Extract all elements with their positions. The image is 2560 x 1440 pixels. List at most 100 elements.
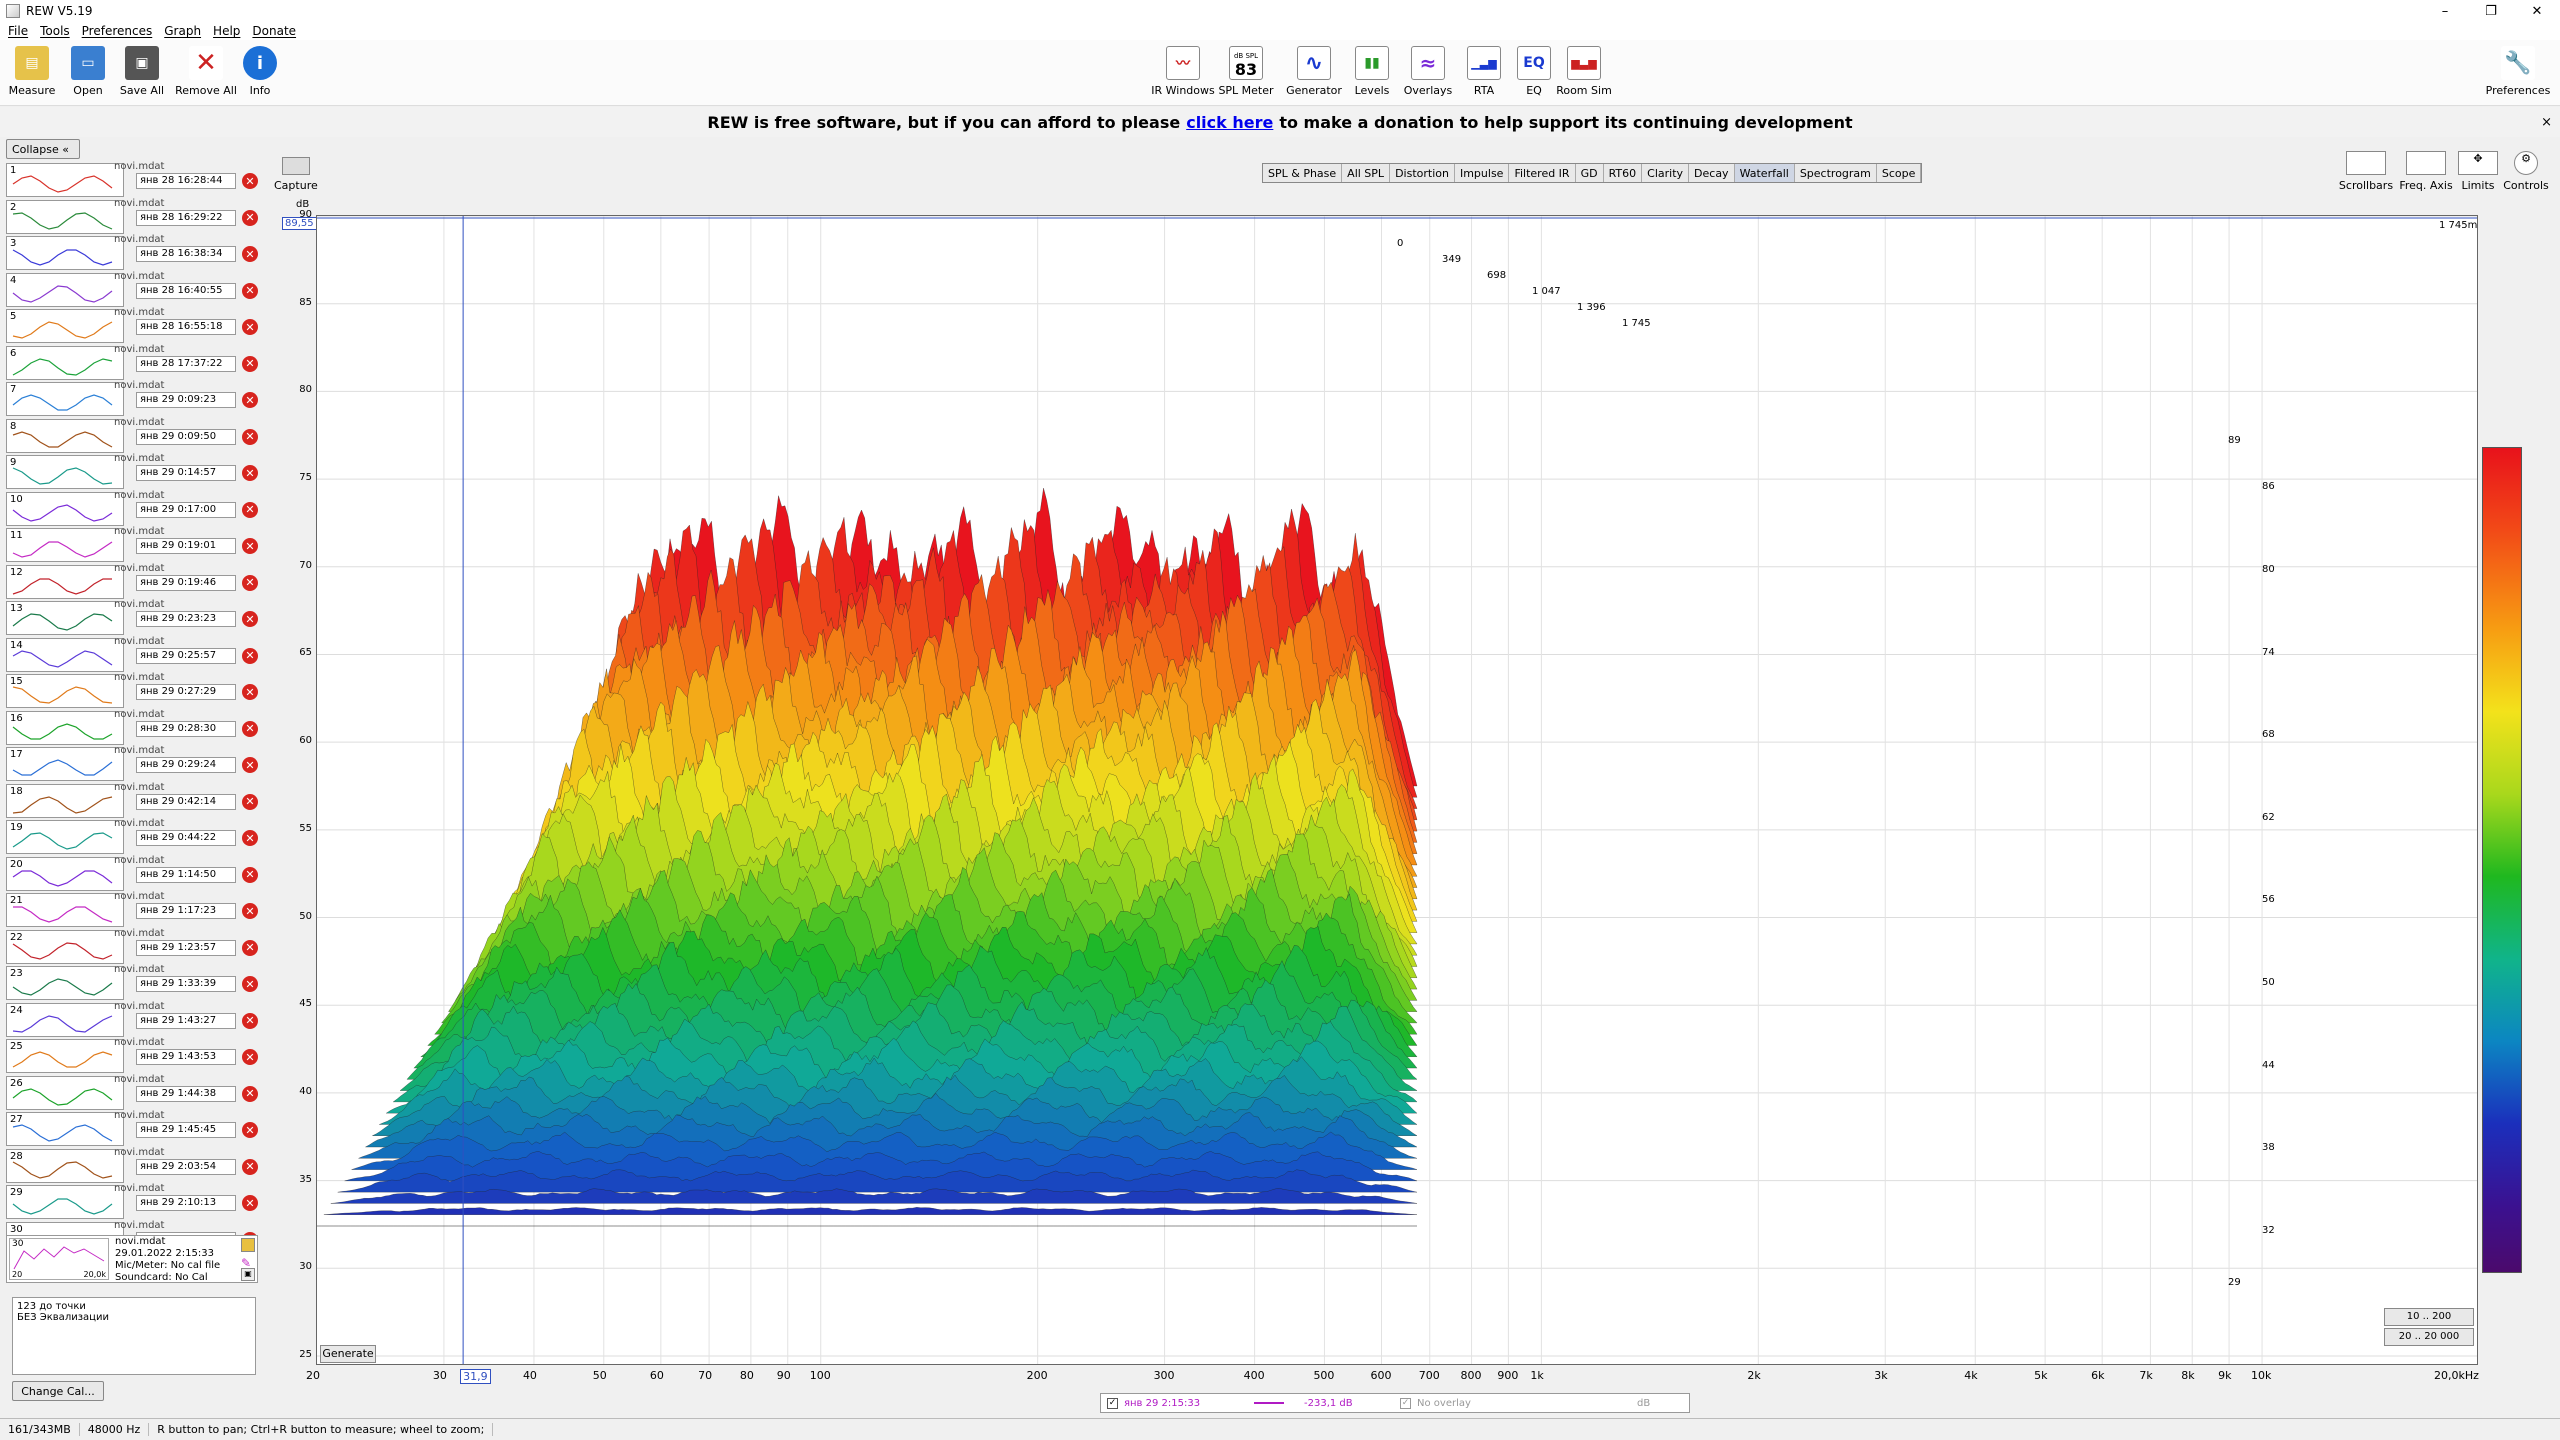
range-10-200-button[interactable]: 10 .. 200 bbox=[2384, 1308, 2474, 1326]
measurement-thumbnail[interactable]: 23 bbox=[6, 966, 124, 1000]
measurement-thumbnail[interactable]: 6 bbox=[6, 345, 124, 380]
measurement-date-field[interactable]: янв 29 0:23:23 bbox=[136, 611, 236, 627]
measurement-thumbnail[interactable]: 9 bbox=[6, 455, 124, 489]
rta-button[interactable]: ▁▃▆ RTA bbox=[1454, 46, 1514, 102]
measurement-thumbnail[interactable]: 28 bbox=[6, 1148, 124, 1183]
delete-measurement-icon[interactable]: ✕ bbox=[242, 246, 258, 262]
measurement-thumbnail[interactable]: 4 bbox=[6, 272, 124, 307]
delete-measurement-icon[interactable]: ✕ bbox=[242, 574, 258, 591]
open-button[interactable]: ▭ Open bbox=[58, 46, 118, 102]
delete-measurement-icon[interactable]: ✕ bbox=[242, 392, 258, 408]
measurement-thumbnail[interactable]: 20 bbox=[6, 856, 124, 891]
measurement-row[interactable]: 18 novi.mdat янв 29 0:42:14 ✕ bbox=[6, 782, 258, 820]
measurement-thumbnail[interactable]: 27 bbox=[6, 1112, 124, 1146]
capture-button[interactable]: Capture bbox=[274, 157, 318, 192]
measurement-row[interactable]: 27 novi.mdat янв 29 1:45:45 ✕ bbox=[6, 1110, 258, 1148]
measurement-date-field[interactable]: янв 29 0:19:01 bbox=[136, 538, 236, 554]
measurement-thumbnail[interactable]: 11 bbox=[6, 528, 124, 562]
tab-distortion[interactable]: Distortion bbox=[1390, 164, 1455, 182]
controls-button[interactable]: ⚙ Controls bbox=[2496, 151, 2556, 192]
menu-graph[interactable]: Graph bbox=[164, 24, 202, 38]
measurement-thumbnail[interactable]: 3 bbox=[6, 236, 124, 270]
measurement-date-field[interactable]: янв 29 0:17:00 bbox=[136, 501, 236, 518]
measurement-date-field[interactable]: янв 28 16:29:22 bbox=[136, 209, 236, 226]
measurement-thumbnail[interactable]: 17 bbox=[6, 747, 124, 781]
delete-measurement-icon[interactable]: ✕ bbox=[242, 465, 258, 481]
measurement-row[interactable]: 22 novi.mdat янв 29 1:23:57 ✕ bbox=[6, 928, 258, 966]
measurement-date-field[interactable]: янв 29 1:17:23 bbox=[136, 903, 236, 919]
remove-all-button[interactable]: ✕ Remove All bbox=[175, 46, 237, 102]
measurement-date-field[interactable]: янв 29 1:44:38 bbox=[136, 1085, 236, 1102]
measurement-row[interactable]: 9 novi.mdat янв 29 0:14:57 ✕ bbox=[6, 453, 258, 491]
delete-measurement-icon[interactable]: ✕ bbox=[242, 976, 258, 992]
tab-all-spl[interactable]: All SPL bbox=[1342, 164, 1391, 182]
delete-measurement-icon[interactable]: ✕ bbox=[242, 209, 258, 226]
measurement-date-field[interactable]: янв 29 1:45:45 bbox=[136, 1122, 236, 1138]
measurement-row[interactable]: 26 novi.mdat янв 29 1:44:38 ✕ bbox=[6, 1074, 258, 1112]
waterfall-plot[interactable]: 0 349 698 1 047 1 396 1 745 1 745ms bbox=[316, 215, 2478, 1365]
save-all-button[interactable]: ▣ Save All bbox=[112, 46, 172, 102]
measurement-row[interactable]: 3 novi.mdat янв 28 16:38:34 ✕ bbox=[6, 234, 258, 272]
measurement-row[interactable]: 19 novi.mdat янв 29 0:44:22 ✕ bbox=[6, 818, 258, 856]
measurement-thumbnail[interactable]: 29 bbox=[6, 1185, 124, 1219]
delete-measurement-icon[interactable]: ✕ bbox=[242, 282, 258, 299]
close-banner-icon[interactable]: × bbox=[2541, 114, 2552, 130]
measurement-thumbnail[interactable]: 13 bbox=[6, 601, 124, 635]
change-cal-button[interactable]: Change Cal... bbox=[12, 1381, 104, 1401]
measurement-date-field[interactable]: янв 28 16:28:44 bbox=[136, 173, 236, 189]
delete-measurement-icon[interactable]: ✕ bbox=[242, 830, 258, 846]
measurement-thumbnail[interactable]: 22 bbox=[6, 929, 124, 964]
generate-button[interactable]: Generate bbox=[320, 1345, 376, 1363]
tab-scope[interactable]: Scope bbox=[1876, 164, 1922, 182]
measurement-date-field[interactable]: янв 28 16:55:18 bbox=[136, 319, 236, 335]
measurement-row[interactable]: 12 novi.mdat янв 29 0:19:46 ✕ bbox=[6, 563, 258, 601]
delete-measurement-icon[interactable]: ✕ bbox=[242, 720, 258, 737]
tab-waterfall[interactable]: Waterfall bbox=[1734, 164, 1795, 182]
measurement-row[interactable]: 17 novi.mdat янв 29 0:29:24 ✕ bbox=[6, 745, 258, 783]
measurement-date-field[interactable]: янв 29 1:33:39 bbox=[136, 976, 236, 992]
delete-measurement-icon[interactable]: ✕ bbox=[242, 684, 258, 700]
room-sim-button[interactable]: ▆▃▆ Room Sim bbox=[1554, 46, 1614, 102]
measurement-row[interactable]: 7 novi.mdat янв 29 0:09:23 ✕ bbox=[6, 380, 258, 418]
generator-button[interactable]: ∿ Generator bbox=[1284, 46, 1344, 102]
measurement-row[interactable]: 24 novi.mdat янв 29 1:43:27 ✕ bbox=[6, 1001, 258, 1039]
range-20-20000-button[interactable]: 20 .. 20 000 bbox=[2384, 1328, 2474, 1346]
measure-button[interactable]: ▤ Measure bbox=[2, 46, 62, 102]
minimize-button[interactable]: – bbox=[2441, 3, 2449, 19]
delete-measurement-icon[interactable]: ✕ bbox=[242, 793, 258, 810]
measurement-date-field[interactable]: янв 29 0:42:14 bbox=[136, 793, 236, 810]
menu-file[interactable]: File bbox=[8, 24, 29, 38]
menu-preferences[interactable]: Preferences bbox=[81, 24, 153, 38]
measurement-thumbnail[interactable]: 16 bbox=[6, 710, 124, 745]
spl-meter-button[interactable]: dB SPL 83 SPL Meter bbox=[1216, 46, 1276, 102]
tab-decay[interactable]: Decay bbox=[1689, 164, 1735, 182]
delete-measurement-icon[interactable]: ✕ bbox=[242, 939, 258, 956]
measurement-row[interactable]: 11 novi.mdat янв 29 0:19:01 ✕ bbox=[6, 526, 258, 564]
close-button[interactable]: ✕ bbox=[2531, 3, 2543, 19]
delete-measurement-icon[interactable]: ✕ bbox=[242, 647, 258, 664]
info-button[interactable]: i Info bbox=[230, 46, 290, 102]
measurement-thumbnail[interactable]: 7 bbox=[6, 382, 124, 416]
legend-checkbox[interactable]: ✓ bbox=[1107, 1397, 1118, 1409]
delete-measurement-icon[interactable]: ✕ bbox=[242, 1085, 258, 1102]
delete-measurement-icon[interactable]: ✕ bbox=[242, 611, 258, 627]
menu-help[interactable]: Help bbox=[213, 24, 241, 38]
delete-measurement-icon[interactable]: ✕ bbox=[242, 428, 258, 445]
measurement-row[interactable]: 6 novi.mdat янв 28 17:37:22 ✕ bbox=[6, 344, 258, 382]
measurement-row[interactable]: 13 novi.mdat янв 29 0:23:23 ✕ bbox=[6, 599, 258, 637]
measurement-date-field[interactable]: янв 29 1:43:53 bbox=[136, 1049, 236, 1065]
pen-icon[interactable]: ✎ bbox=[241, 1256, 252, 1270]
measurement-thumbnail[interactable]: 19 bbox=[6, 820, 124, 854]
measurement-date-field[interactable]: янв 29 0:09:23 bbox=[136, 392, 236, 408]
measurement-row[interactable]: 28 novi.mdat янв 29 2:03:54 ✕ bbox=[6, 1147, 258, 1185]
measurement-date-field[interactable]: янв 29 2:03:54 bbox=[136, 1158, 236, 1175]
eq-button[interactable]: EQ EQ bbox=[1504, 46, 1564, 102]
measurement-row[interactable]: 23 novi.mdat янв 29 1:33:39 ✕ bbox=[6, 964, 258, 1002]
ir-windows-button[interactable]: 〰 IR Windows bbox=[1151, 46, 1215, 102]
scrollbars-button[interactable]: Scrollbars bbox=[2336, 151, 2396, 192]
delete-measurement-icon[interactable]: ✕ bbox=[242, 1012, 258, 1029]
measurement-thumbnail[interactable]: 25 bbox=[6, 1039, 124, 1073]
measurement-date-field[interactable]: янв 28 17:37:22 bbox=[136, 355, 236, 372]
tab-clarity[interactable]: Clarity bbox=[1642, 164, 1690, 182]
tab-filtered-ir[interactable]: Filtered IR bbox=[1509, 164, 1576, 182]
